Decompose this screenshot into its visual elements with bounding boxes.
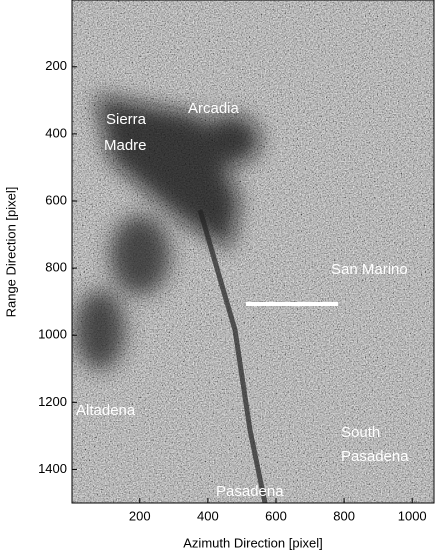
x-tick-label: 800	[333, 508, 355, 523]
annotation: San Marino	[331, 261, 408, 278]
y-tick-label: 200	[45, 58, 67, 73]
annotation: Altadena	[76, 402, 136, 419]
annotation: South	[341, 424, 380, 441]
y-tick-label: 1200	[38, 394, 67, 409]
annotation: Pasadena	[216, 483, 284, 500]
annotation: Arcadia	[188, 100, 240, 117]
x-tick-label: 1000	[398, 508, 427, 523]
x-tick-label: 400	[197, 508, 219, 523]
y-tick-label: 600	[45, 192, 67, 207]
annotation: Pasadena	[341, 448, 409, 465]
y-tick-label: 800	[45, 260, 67, 275]
y-tick-label: 1000	[38, 327, 67, 342]
annotation: Sierra	[106, 111, 147, 128]
x-axis-label: Azimuth Direction [pixel]	[183, 535, 322, 550]
y-axis-label: Range Direction [pixel]	[3, 187, 18, 318]
y-tick-label: 400	[45, 125, 67, 140]
x-tick-label: 600	[265, 508, 287, 523]
annotation: Madre	[104, 137, 147, 154]
x-tick-label: 200	[129, 508, 151, 523]
figure: Sierra Madre Arcadia San Marino Altadena…	[0, 0, 436, 554]
y-tick-label: 1400	[38, 461, 67, 476]
